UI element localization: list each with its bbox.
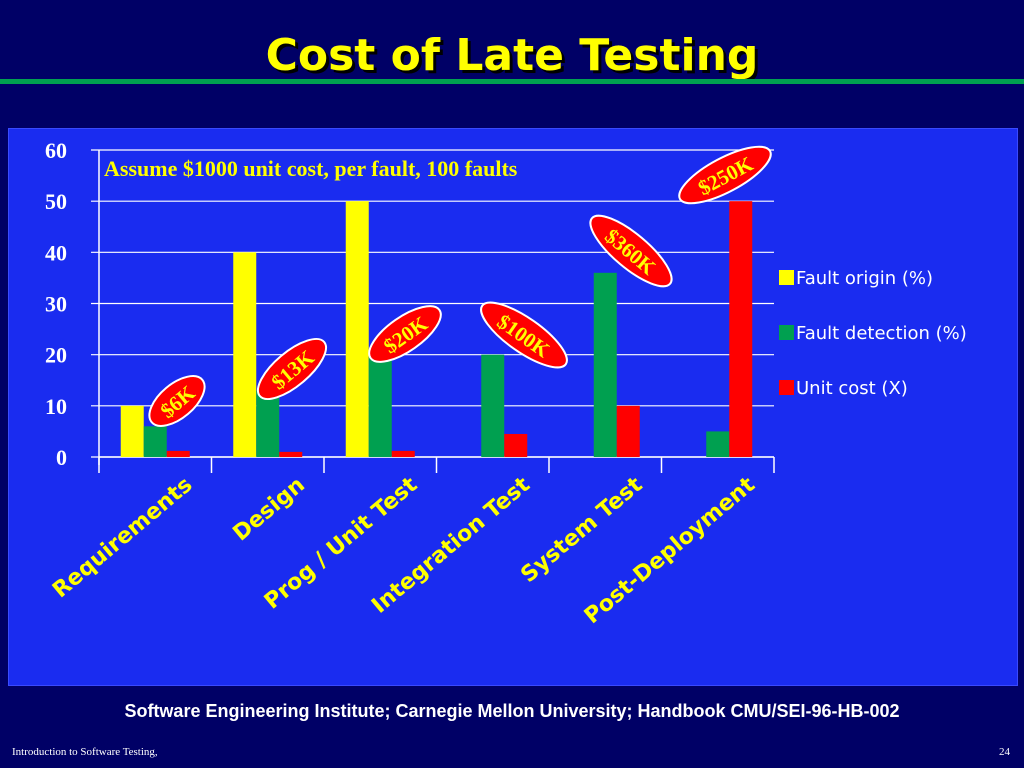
page-number: 24	[999, 746, 1010, 758]
cost-label-ellipse	[589, 214, 673, 288]
y-tick-label: 0	[56, 445, 67, 470]
cost-label-ellipse	[257, 338, 327, 400]
bar-fault-detection	[256, 390, 280, 457]
y-tick-label: 30	[45, 292, 67, 317]
bar-unit-cost	[279, 451, 303, 457]
bar-fault-origin	[345, 201, 369, 457]
y-tick-label: 20	[45, 343, 67, 368]
legend-swatch	[779, 270, 794, 285]
y-tick-label: 10	[45, 394, 67, 419]
legend-swatch	[779, 325, 794, 340]
bar-fault-detection	[368, 354, 392, 457]
cost-label-ellipse	[148, 375, 206, 427]
chart-annotation: Assume $1000 unit cost, per fault, 100 f…	[104, 156, 518, 181]
bar-unit-cost	[616, 405, 640, 457]
bar-fault-detection	[593, 272, 617, 457]
bar-unit-cost	[729, 201, 753, 457]
cost-label: $13K	[257, 338, 327, 400]
legend-label: Fault detection (%)	[796, 323, 967, 344]
cost-label: $20K	[368, 305, 442, 363]
x-tick-label: Requirements	[48, 472, 197, 603]
cost-label-ellipse	[368, 305, 442, 363]
bar-unit-cost	[391, 450, 415, 457]
legend-label: Unit cost (X)	[796, 378, 908, 399]
legend-label: Fault origin (%)	[796, 268, 933, 289]
bar-fault-detection	[481, 354, 505, 457]
slide-title: Cost of Late Testing	[265, 30, 759, 81]
y-tick-label: 50	[45, 189, 67, 214]
bar-unit-cost	[504, 433, 528, 457]
cost-label: $100K	[480, 301, 568, 369]
bar-fault-detection	[143, 426, 167, 457]
source-citation: Software Engineering Institute; Carnegie…	[124, 701, 900, 721]
cost-label-ellipse	[678, 145, 772, 205]
title-divider	[0, 79, 1024, 84]
bar-fault-detection	[706, 431, 730, 457]
bar-unit-cost	[166, 450, 190, 457]
y-tick-label: 60	[45, 138, 67, 163]
bar-fault-origin	[120, 405, 144, 457]
cost-label: $6K	[148, 375, 206, 427]
footer-course-title: Introduction to Software Testing,	[12, 746, 158, 758]
y-tick-label: 40	[45, 240, 67, 265]
chart-panel: 0 10 20 30 40 50 60 Requirements Design Prog / Un…	[8, 128, 1018, 686]
cost-label: $250K	[678, 145, 772, 205]
bar-fault-origin	[233, 252, 257, 457]
x-tick-label: Design	[228, 472, 309, 546]
cost-label-ellipse	[480, 301, 568, 369]
legend-swatch	[779, 380, 794, 395]
